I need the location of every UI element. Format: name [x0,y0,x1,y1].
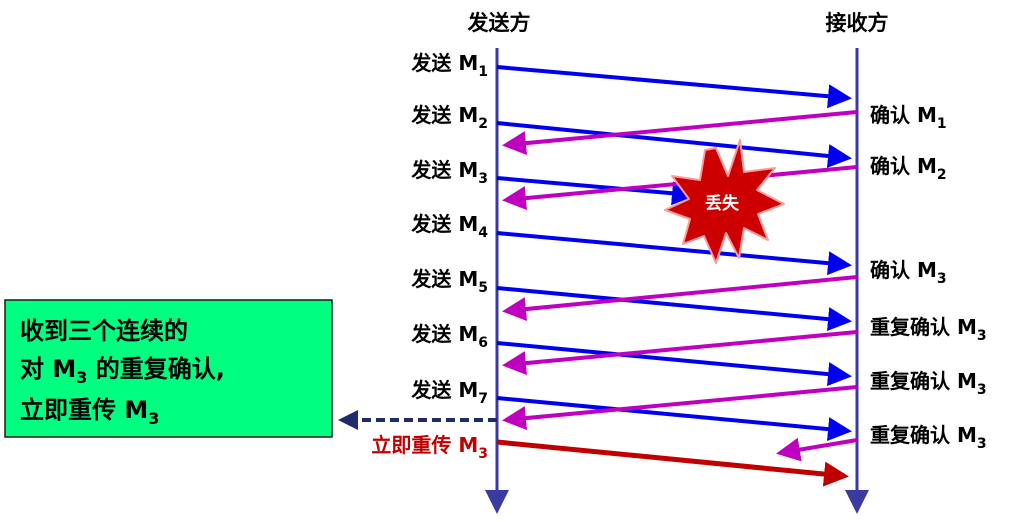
sender-label-m4: 发送 M4 [410,212,488,241]
dup-ack-arrow-1 [502,330,858,376]
retransmit-arrow [496,439,849,487]
note-line-2: 对 M3 的重复确认, [20,355,225,387]
receiver-label-dup-ack-1: 重复确认 M3 [870,315,987,344]
sender-label-m7: 发送 M7 [410,378,488,407]
receiver-label-ack-m2: 确认 M2 [870,154,947,183]
receiver-label-dup-ack-3: 重复确认 M3 [870,423,987,452]
dup-ack-arrow-2 [502,385,858,431]
loss-label: 丢失 [705,193,740,214]
note-line-3: 立即重传 M3 [20,396,159,428]
receiver-header: 接收方 [826,11,889,35]
receiver-label-ack-m3: 确认 M3 [870,258,947,287]
data-arrow-m5 [496,286,852,332]
sender-label-m3: 发送 M3 [410,158,488,187]
data-arrow-m7 [496,396,852,442]
sender-label-m1: 发送 M1 [410,51,488,80]
dup-ack-arrow-3 [776,437,858,462]
receiver-label-ack-m1: 确认 M1 [870,103,947,132]
note-box [4,299,333,438]
sender-header: 发送方 [467,11,531,35]
data-arrow-m3-lost [496,176,696,206]
ack-arrow-m1 [502,110,858,156]
data-arrow-m2 [496,121,852,168]
loss-burst-icon: 丢失 [664,139,785,264]
receiver-label-dup-ack-2: 重复确认 M3 [870,369,987,398]
retransmit-label: 立即重传 M3 [371,433,488,462]
ack-arrow-m3 [502,275,858,322]
sender-label-m5: 发送 M5 [410,267,488,296]
data-arrow-m4 [496,231,852,276]
data-arrow-m6 [496,341,852,387]
data-arrow-m1 [496,65,852,109]
note-line-1: 收到三个连续的 [20,317,188,345]
fast-retransmit-note: 收到三个连续的 对 M3 的重复确认, 立即重传 M3 [4,299,333,438]
sender-label-m2: 发送 M2 [410,103,488,132]
sender-label-m6: 发送 M6 [410,322,488,351]
